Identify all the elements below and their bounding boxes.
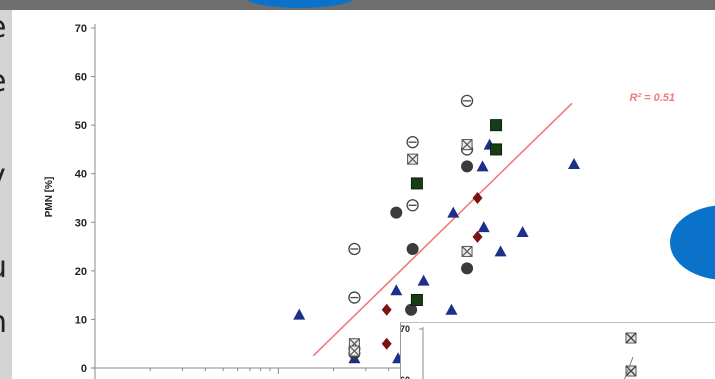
slide-text-fragment: v	[0, 158, 6, 193]
green-square-point	[490, 143, 503, 156]
triangle-point	[445, 303, 458, 315]
green-square-point	[410, 177, 423, 190]
triangle-point	[476, 160, 489, 172]
y-tick-label: 50	[75, 120, 87, 132]
y-tick-label: 0	[81, 363, 87, 375]
triangle-point	[447, 206, 460, 218]
dark-circle-point	[405, 303, 418, 316]
slide-text-fragment: n	[0, 305, 7, 340]
triangle-point	[494, 245, 507, 257]
top-blue-ellipse	[245, 0, 355, 8]
trendline	[312, 102, 573, 357]
slide-text-fragment: e	[0, 64, 6, 99]
dark-circle-point	[390, 206, 403, 219]
crossed-square-point-x	[348, 345, 360, 357]
inset-chart: 70 60	[400, 322, 715, 379]
slide-left-strip	[0, 0, 12, 379]
y-tick-label: 20	[75, 266, 87, 278]
y-tick-label: 10	[75, 314, 87, 326]
crossed-square-point-x	[407, 153, 419, 165]
inset-tick-label: 60	[401, 375, 410, 379]
diamond-point	[381, 303, 392, 316]
y-tick-label: 40	[75, 169, 87, 181]
y-axis-label: PMN [%]	[44, 177, 55, 218]
trendline-group	[312, 102, 573, 357]
crossed-square-point-x	[461, 139, 473, 150]
inset-marker-x	[625, 365, 637, 377]
triangle-point	[516, 226, 529, 237]
triangle-point	[477, 221, 490, 233]
green-square-point	[490, 119, 503, 132]
crossed-square-point-x	[461, 246, 473, 257]
inset-marker-x	[625, 332, 637, 344]
data-points	[293, 94, 581, 364]
triangle-point	[390, 284, 403, 296]
top-bar	[0, 0, 715, 10]
diamond-point	[381, 337, 392, 350]
triangle-point	[568, 158, 581, 169]
slide-text-fragment: e	[0, 10, 6, 45]
slide-text-fragment: u	[0, 250, 7, 285]
dark-circle-point	[461, 160, 474, 173]
diamond-point	[472, 230, 483, 243]
green-square-point	[410, 294, 423, 306]
y-tick-label: 60	[75, 72, 87, 84]
y-tick-label: 30	[75, 217, 87, 229]
inset-tick-label: 70	[401, 324, 410, 334]
dark-circle-point	[406, 243, 419, 255]
y-tick-label: 70	[75, 23, 87, 35]
dark-circle-point	[461, 262, 474, 275]
triangle-point	[417, 274, 430, 286]
r-squared-label: R² = 0.51	[629, 92, 675, 104]
diamond-point	[472, 192, 483, 204]
triangle-point	[293, 308, 306, 320]
